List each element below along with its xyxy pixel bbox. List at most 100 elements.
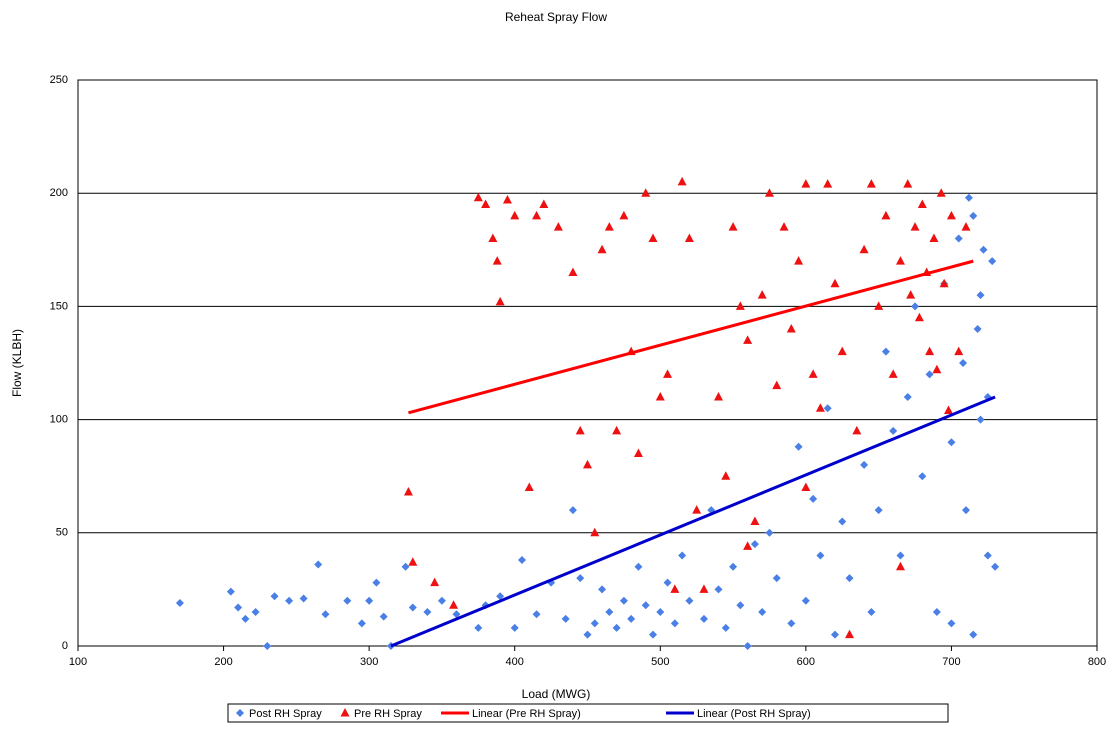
point (845, 629, 855, 639)
point (583, 459, 592, 469)
point (816, 551, 825, 560)
legend-box (227, 703, 949, 723)
point (932, 608, 941, 617)
point (914, 312, 924, 322)
point (488, 233, 498, 242)
point (627, 614, 636, 623)
point (524, 482, 534, 492)
legend-label: Linear (Post RH Spray) (697, 708, 811, 720)
point (947, 619, 956, 628)
point (408, 557, 418, 566)
point (889, 426, 898, 435)
point (976, 291, 985, 300)
point (860, 460, 869, 469)
point (743, 642, 752, 650)
point (867, 608, 876, 617)
point (655, 391, 665, 401)
point (663, 578, 672, 587)
point (765, 528, 774, 537)
y-tick-label: 200 (50, 187, 68, 199)
point (983, 551, 992, 560)
x-tick-label: 600 (797, 656, 815, 668)
point (539, 199, 549, 209)
y-tick-label: 150 (50, 300, 68, 312)
point (263, 642, 272, 650)
point (764, 188, 774, 197)
point (634, 562, 643, 571)
point (430, 577, 440, 587)
point (619, 596, 628, 605)
point (670, 619, 679, 628)
point (692, 505, 702, 514)
point (365, 596, 374, 605)
point (663, 369, 673, 378)
point (641, 601, 650, 610)
point (575, 425, 585, 435)
point (866, 179, 876, 188)
point (684, 233, 694, 242)
point (838, 517, 847, 526)
point (496, 592, 505, 601)
y-tick-label: 250 (50, 74, 68, 86)
point (896, 551, 905, 560)
point (510, 623, 519, 632)
point (473, 192, 483, 202)
point (903, 392, 912, 401)
point (452, 610, 461, 619)
x-tick-label: 700 (942, 656, 960, 668)
point (969, 630, 978, 639)
point (495, 296, 505, 306)
point (568, 506, 577, 515)
point (947, 438, 956, 447)
point (881, 347, 890, 356)
x-tick-label: 800 (1088, 656, 1106, 668)
point (517, 555, 526, 564)
point (314, 560, 323, 569)
legend-label: Pre RH Spray (354, 708, 422, 720)
point (735, 301, 745, 310)
point (991, 562, 1000, 571)
point (911, 302, 920, 311)
point (241, 614, 250, 623)
point (590, 527, 600, 537)
y-axis-label: Flow (KLBH) (10, 329, 24, 397)
point (372, 578, 381, 587)
x-tick-label: 100 (69, 656, 87, 668)
point (685, 596, 694, 605)
point (612, 425, 622, 435)
point (959, 359, 968, 367)
point (961, 222, 971, 231)
point (423, 608, 432, 617)
point (270, 592, 279, 601)
point (251, 608, 260, 617)
legend-label: Linear (Pre RH Spray) (472, 708, 581, 720)
point (641, 188, 651, 197)
point (852, 425, 862, 435)
point (830, 278, 840, 288)
point (903, 179, 913, 188)
point (801, 596, 810, 605)
point (633, 448, 643, 458)
point (656, 608, 665, 617)
point (576, 574, 585, 583)
point (925, 370, 934, 379)
point (936, 188, 946, 197)
point (845, 574, 854, 583)
point (408, 603, 417, 612)
point (743, 541, 753, 550)
point (823, 404, 832, 413)
point (299, 594, 308, 603)
point (925, 346, 935, 356)
trend-line (408, 259, 974, 415)
point (808, 369, 818, 378)
y-tick-label: 100 (50, 414, 68, 426)
x-tick-label: 300 (360, 656, 378, 668)
point (750, 516, 760, 525)
point (699, 614, 708, 623)
point (888, 369, 898, 378)
point (801, 179, 811, 188)
y-tick-label: 50 (56, 527, 68, 539)
point (969, 211, 978, 220)
point (379, 612, 388, 621)
point (786, 324, 796, 333)
